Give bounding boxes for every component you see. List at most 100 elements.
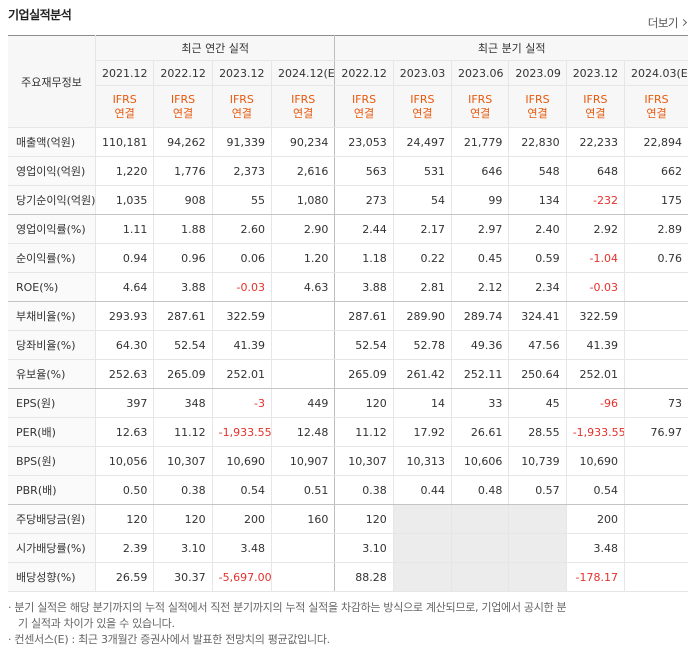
data-cell: 47.56 xyxy=(508,330,567,360)
data-cell: 265.09 xyxy=(153,359,213,389)
data-cell: 0.06 xyxy=(211,243,272,273)
data-cell: 348 xyxy=(153,388,213,418)
data-cell: 322.59 xyxy=(211,301,272,331)
data-cell: 646 xyxy=(451,156,509,186)
period-header: 2024.12(E) xyxy=(270,60,335,86)
standard-line: IFRS xyxy=(351,92,377,106)
standard-header: IFRS 연결 xyxy=(565,85,625,128)
data-cell: 22,894 xyxy=(624,127,688,157)
notes: · 분기 실적은 해당 분기까지의 누적 실적에서 직전 분기까지의 누적 실적… xyxy=(8,600,568,648)
standard-line: IFRS xyxy=(170,92,196,106)
data-cell: 134 xyxy=(508,185,567,215)
more-link[interactable]: 더보기 xyxy=(648,15,686,31)
data-row: BPS(원) 10,056 10,307 10,690 10,907 10,307 10,3… xyxy=(8,446,688,476)
standard-line: IFRS xyxy=(229,92,254,106)
data-cell xyxy=(624,301,688,331)
data-cell: 120 xyxy=(334,388,394,418)
data-cell: 52.54 xyxy=(334,330,394,360)
data-cell: 64.30 xyxy=(94,330,154,360)
standard-line: 연결 xyxy=(293,106,314,120)
row-label: 배당성향(%) xyxy=(8,562,96,592)
data-cell: -0.03 xyxy=(565,272,625,302)
data-cell xyxy=(624,504,688,534)
row-label: 시가배당률(%) xyxy=(8,533,96,563)
data-cell: 11.12 xyxy=(334,417,394,447)
standard-line: IFRS xyxy=(410,92,435,106)
data-cell: 1.88 xyxy=(153,214,213,244)
row-label: BPS(원) xyxy=(8,446,96,476)
data-cell: 33 xyxy=(451,388,509,418)
data-cell xyxy=(624,359,688,389)
row-label: EPS(원) xyxy=(8,388,96,418)
header-row: 주요재무정보 최근 연간 실적 최근 분기 실적 xyxy=(8,35,688,128)
data-cell: -96 xyxy=(565,388,625,418)
data-cell: 10,606 xyxy=(451,446,509,476)
row-label: 순이익률(%) xyxy=(8,243,96,273)
data-cell: -232 xyxy=(565,185,625,215)
data-cell: 41.39 xyxy=(211,330,272,360)
data-cell: -1,933.55 xyxy=(211,417,272,447)
standard-header: IFRS 연결 xyxy=(334,85,394,128)
data-row: 주당배당금(원) 120 120 200 160 120 200 xyxy=(8,504,688,534)
data-cell: 908 xyxy=(153,185,213,215)
data-cell: 2.40 xyxy=(508,214,567,244)
data-cell: 287.61 xyxy=(153,301,213,331)
data-cell: 17.92 xyxy=(392,417,452,447)
data-row: 영업이익률(%) 1.11 1.88 2.60 2.90 2.44 2.17 2.97 2.40… xyxy=(8,214,688,244)
data-row: 영업이익(억원) 1,220 1,776 2,373 2,616 563 531 646 548… xyxy=(8,156,688,186)
data-cell: 0.38 xyxy=(153,475,213,505)
data-cell: 3.48 xyxy=(565,533,625,563)
data-cell xyxy=(392,562,452,592)
data-cell: 0.57 xyxy=(508,475,567,505)
data-cell: 30.37 xyxy=(153,562,213,592)
data-cell: 0.51 xyxy=(270,475,335,505)
standard-line: 연결 xyxy=(172,106,194,120)
data-cell: 120 xyxy=(153,504,213,534)
data-cell: 3.48 xyxy=(211,533,272,563)
data-cell: 1,080 xyxy=(270,185,335,215)
data-cell: 0.94 xyxy=(94,243,154,273)
data-cell: 324.41 xyxy=(508,301,567,331)
data-cell xyxy=(270,330,335,360)
row-label: 매출액(억원) xyxy=(8,127,96,157)
data-cell: 91,339 xyxy=(211,127,272,157)
data-cell: 0.76 xyxy=(624,243,688,273)
data-cell: 3.88 xyxy=(334,272,394,302)
data-cell: 200 xyxy=(211,504,272,534)
standard-header: IFRS 연결 xyxy=(94,85,154,128)
data-cell: 0.54 xyxy=(565,475,625,505)
standard-header: IFRS 연결 xyxy=(508,85,567,128)
row-label: 주당배당금(원) xyxy=(8,504,96,534)
data-cell: 662 xyxy=(624,156,688,186)
data-cell: 1.18 xyxy=(334,243,394,273)
data-cell: 10,690 xyxy=(211,446,272,476)
data-cell: 41.39 xyxy=(565,330,625,360)
data-cell: 2.12 xyxy=(451,272,509,302)
header-row: 2021.12 2022.12 2023.12 2024.12(E) 2022.12 20… xyxy=(8,60,688,86)
data-cell: -178.17 xyxy=(565,562,625,592)
data-cell xyxy=(624,446,688,476)
data-cell: 2.60 xyxy=(211,214,272,244)
data-cell: 22,830 xyxy=(508,127,567,157)
data-cell: 289.74 xyxy=(451,301,509,331)
data-cell: 1.20 xyxy=(270,243,335,273)
data-cell: 10,056 xyxy=(94,446,154,476)
data-cell: 120 xyxy=(94,504,154,534)
data-cell: 99 xyxy=(451,185,509,215)
data-cell: 10,739 xyxy=(508,446,567,476)
data-cell: 26.61 xyxy=(451,417,509,447)
data-cell: 54 xyxy=(392,185,452,215)
data-cell: 26.59 xyxy=(94,562,154,592)
row-label: 영업이익(억원) xyxy=(8,156,96,186)
data-cell xyxy=(392,533,452,563)
data-row: PBR(배) 0.50 0.38 0.54 0.51 0.38 0.44 0.48 0.57 0.… xyxy=(8,475,688,505)
data-cell: 10,307 xyxy=(153,446,213,476)
data-row: 순이익률(%) 0.94 0.96 0.06 1.20 1.18 0.22 0.45 0.59-… xyxy=(8,243,688,273)
data-cell: -5,697.00 xyxy=(211,562,272,592)
data-cell: 322.59 xyxy=(565,301,625,331)
data-cell: 4.63 xyxy=(270,272,335,302)
data-cell: 0.96 xyxy=(153,243,213,273)
data-cell: 252.01 xyxy=(211,359,272,389)
row-label: PBR(배) xyxy=(8,475,96,505)
data-cell: 2.34 xyxy=(508,272,567,302)
